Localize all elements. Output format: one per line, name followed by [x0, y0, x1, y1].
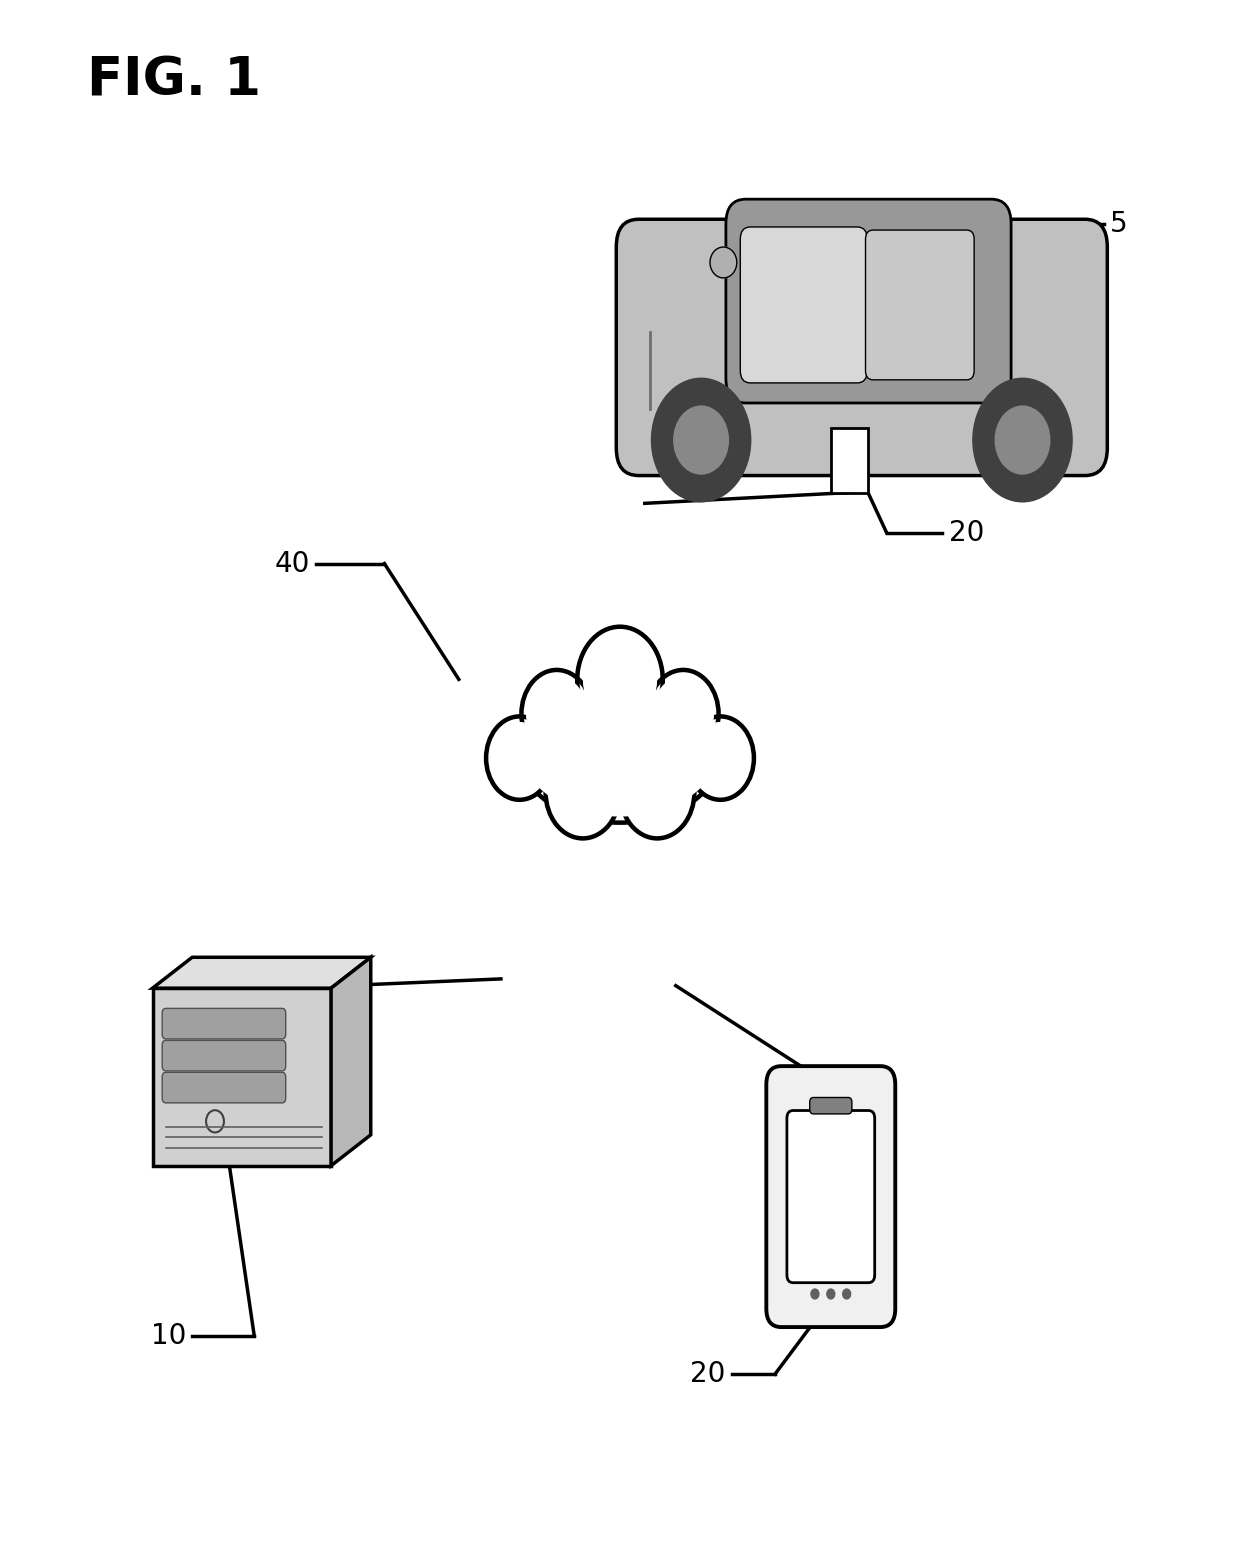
Polygon shape	[153, 988, 331, 1166]
Text: 10: 10	[150, 1322, 186, 1349]
Circle shape	[996, 406, 1050, 474]
Circle shape	[620, 746, 694, 838]
Circle shape	[626, 752, 689, 831]
Circle shape	[811, 1289, 818, 1299]
FancyBboxPatch shape	[810, 1098, 852, 1113]
Circle shape	[692, 723, 749, 794]
Ellipse shape	[518, 679, 722, 823]
Polygon shape	[153, 957, 371, 988]
Circle shape	[546, 746, 620, 838]
Circle shape	[521, 670, 593, 758]
FancyBboxPatch shape	[831, 428, 868, 493]
FancyBboxPatch shape	[740, 227, 867, 383]
Ellipse shape	[711, 247, 737, 278]
Circle shape	[687, 716, 754, 800]
Circle shape	[651, 378, 750, 502]
Circle shape	[584, 635, 656, 726]
Circle shape	[486, 716, 553, 800]
Text: FIG. 1: FIG. 1	[87, 54, 260, 107]
FancyBboxPatch shape	[162, 1008, 285, 1039]
Circle shape	[673, 406, 728, 474]
Circle shape	[578, 627, 662, 733]
Ellipse shape	[523, 687, 717, 815]
FancyBboxPatch shape	[725, 199, 1011, 403]
FancyBboxPatch shape	[162, 1073, 285, 1102]
FancyBboxPatch shape	[616, 219, 1107, 476]
Polygon shape	[331, 957, 371, 1166]
Circle shape	[551, 752, 614, 831]
FancyBboxPatch shape	[866, 230, 975, 380]
Circle shape	[647, 670, 719, 758]
Text: 20: 20	[949, 519, 985, 547]
Text: 5: 5	[1110, 210, 1127, 238]
Circle shape	[843, 1289, 851, 1299]
FancyBboxPatch shape	[162, 1041, 285, 1072]
FancyBboxPatch shape	[787, 1110, 874, 1283]
Circle shape	[491, 723, 548, 794]
Circle shape	[653, 676, 713, 752]
Circle shape	[973, 378, 1073, 502]
Circle shape	[527, 676, 587, 752]
FancyBboxPatch shape	[766, 1065, 895, 1326]
Text: 40: 40	[274, 550, 310, 577]
Polygon shape	[650, 278, 1074, 401]
Text: 20: 20	[689, 1360, 725, 1388]
Circle shape	[827, 1289, 835, 1299]
